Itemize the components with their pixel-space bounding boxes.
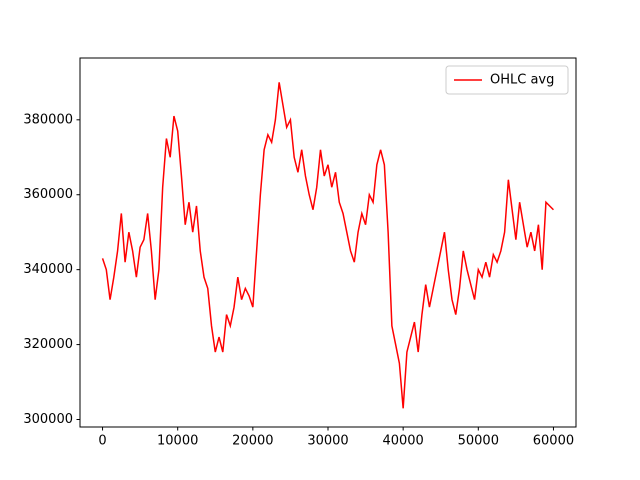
x-tick-label: 10000 — [157, 434, 198, 449]
x-tick-label: 30000 — [307, 434, 348, 449]
y-tick-label: 340000 — [23, 262, 73, 277]
line — [101, 82, 554, 409]
x-tick-label: 50000 — [458, 434, 499, 449]
y-tick-label: 320000 — [23, 337, 73, 352]
x-tick-label: 20000 — [232, 434, 273, 449]
x-tick-label: 0 — [98, 434, 106, 449]
legend-box — [445, 65, 569, 95]
x-tick-label: 40000 — [382, 434, 423, 449]
y-tick-label: 380000 — [23, 112, 73, 127]
axes-frame — [79, 57, 577, 428]
x-tick-label: 60000 — [533, 434, 574, 449]
y-tick-label: 360000 — [23, 187, 73, 202]
legend-label: OHLC avg — [490, 73, 554, 88]
y-tick-label: 300000 — [23, 412, 73, 427]
